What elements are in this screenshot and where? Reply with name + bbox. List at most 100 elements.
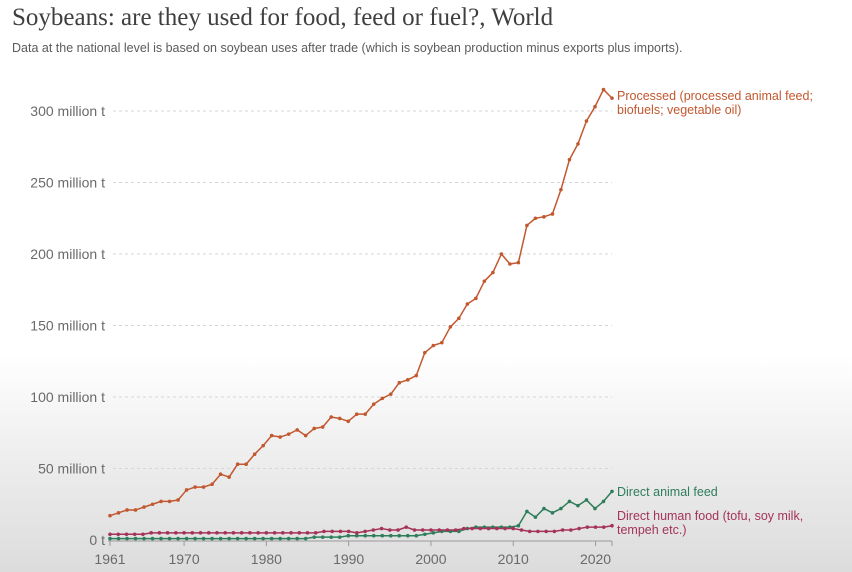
data-point: [206, 531, 211, 535]
data-point: [108, 536, 112, 541]
data-point: [337, 416, 342, 421]
data-point: [363, 533, 368, 538]
y-tick-label: 50 million t: [38, 461, 105, 477]
data-point: [576, 503, 580, 508]
data-point: [239, 531, 244, 535]
series-label-line: Direct human food (tofu, soy milk,: [617, 509, 803, 523]
data-point: [198, 531, 203, 535]
data-point: [346, 529, 351, 534]
data-point: [312, 426, 317, 431]
data-point: [610, 96, 614, 100]
data-point: [379, 526, 384, 531]
data-point: [527, 529, 532, 534]
data-point: [465, 302, 470, 306]
data-point: [125, 508, 129, 512]
data-point: [165, 531, 170, 535]
data-point: [423, 532, 427, 537]
x-tick-label: 1990: [333, 551, 364, 567]
data-point: [159, 536, 163, 541]
data-point: [278, 536, 282, 541]
data-point: [281, 531, 285, 535]
data-point: [150, 502, 155, 507]
data-point: [478, 526, 483, 531]
data-point: [474, 296, 478, 301]
data-point: [235, 462, 240, 467]
data-point: [215, 531, 219, 535]
data-point: [264, 531, 269, 535]
data-point: [261, 443, 265, 448]
data-point: [552, 529, 557, 534]
data-point: [486, 526, 491, 531]
data-point: [210, 482, 214, 487]
data-point: [142, 505, 146, 509]
data-point: [337, 535, 342, 539]
y-tick-label: 100 million t: [30, 389, 105, 405]
data-point: [346, 419, 351, 424]
data-point: [397, 380, 402, 385]
data-point: [462, 526, 466, 531]
chart-title: Soybeans: are they used for food, feed o…: [12, 4, 554, 31]
data-point: [585, 525, 590, 529]
y-tick-label: 150 million t: [30, 318, 105, 334]
data-point: [150, 536, 155, 541]
data-point: [542, 506, 546, 511]
series-label-line: tempeh etc.): [617, 523, 686, 537]
data-point: [437, 528, 441, 532]
data-point: [193, 536, 197, 541]
x-tick-label: 2020: [580, 551, 611, 567]
data-point: [354, 533, 359, 538]
series-label: Direct animal feed: [617, 485, 718, 499]
data-point: [533, 216, 538, 221]
data-point: [601, 499, 606, 504]
series-line: [109, 88, 613, 517]
data-point: [396, 528, 400, 532]
data-point: [610, 523, 614, 528]
data-point: [210, 536, 214, 541]
data-point: [544, 529, 548, 534]
series-label: Direct human food (tofu, soy milk,tempeh…: [617, 509, 803, 537]
data-point: [503, 526, 507, 531]
data-point: [159, 499, 163, 504]
data-point: [542, 215, 546, 219]
y-tick-label: 0 t: [89, 532, 105, 548]
data-point: [248, 531, 252, 535]
data-point: [289, 531, 293, 535]
data-point: [108, 513, 112, 518]
y-axis: 0 t 50 million t 100 million t 150 million …: [30, 103, 105, 548]
data-point: [305, 531, 310, 535]
data-point: [499, 252, 504, 256]
data-point: [303, 536, 308, 541]
data-point: [559, 187, 563, 192]
data-point: [295, 536, 299, 541]
data-point: [567, 499, 572, 504]
data-point: [560, 528, 565, 532]
data-point: [404, 525, 409, 529]
data-point: [491, 270, 495, 275]
data-point: [388, 533, 393, 538]
data-point: [610, 489, 614, 494]
data-point: [494, 526, 499, 531]
data-point: [125, 536, 129, 541]
chart-subtitle: Data at the national level is based on s…: [12, 41, 683, 55]
x-axis: 1961 1970 1980 1990 2000 2010 2020: [94, 540, 613, 567]
data-point: [388, 392, 393, 396]
data-point: [388, 528, 392, 532]
data-point: [167, 536, 172, 541]
data-point: [244, 536, 248, 541]
data-point: [176, 498, 180, 502]
data-point: [371, 528, 376, 532]
data-point: [601, 87, 606, 92]
data-point: [525, 509, 529, 514]
data-point: [329, 415, 334, 419]
y-tick-label: 200 million t: [30, 246, 105, 262]
data-point: [157, 531, 162, 535]
data-point: [429, 528, 433, 532]
data-point: [227, 536, 231, 541]
data-point: [303, 433, 308, 438]
data-point: [227, 475, 231, 479]
x-tick-label: 2000: [415, 551, 446, 567]
data-point: [231, 531, 236, 535]
data-point: [252, 536, 257, 541]
data-point: [423, 350, 427, 355]
series-label-line: Direct animal feed: [617, 485, 718, 499]
